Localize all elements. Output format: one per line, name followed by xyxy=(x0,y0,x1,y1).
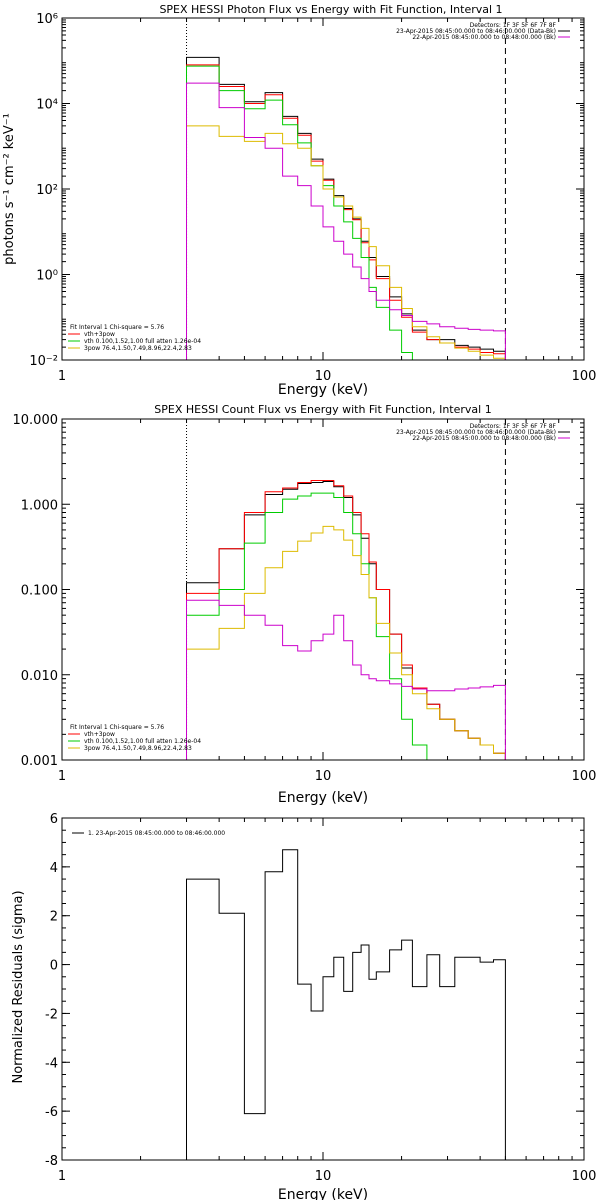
count-flux-y-tick-label: 1.000 xyxy=(21,498,58,513)
count-flux-title: SPEX HESSI Count Flux vs Energy with Fit… xyxy=(154,403,491,416)
count-flux-legend-entry: 23-Apr-2015 08:45:00.000 to 08:46:00.000… xyxy=(396,429,556,436)
residuals-y-tick-label: -4 xyxy=(45,1056,58,1071)
count-flux-legend-entry: 22-Apr-2015 08:45:00.000 to 08:48:00.000… xyxy=(412,435,556,442)
photon-flux-y-tick-label: 10⁴ xyxy=(36,98,58,113)
count-flux-legend-entry: Detectors: 1F 3F 5F 6F 7F 8F xyxy=(470,423,557,430)
residuals-x-tick-label: 100 xyxy=(572,1169,597,1184)
residuals-y-tick-label: -2 xyxy=(45,1007,58,1022)
photon-flux-y-tick-label: 10² xyxy=(36,183,58,198)
photon-flux-series xyxy=(186,18,506,361)
count-flux-x-tick-label: 100 xyxy=(572,769,597,784)
photon-flux-y-tick-label: 10⁶ xyxy=(36,12,58,27)
photon-flux-legend-entry: 23-Apr-2015 08:45:00.000 to 08:46:00.000… xyxy=(396,28,556,35)
photon-flux-y-tick-label: 10⁰ xyxy=(36,269,58,284)
count-flux-x-tick-label: 1 xyxy=(58,769,66,784)
residuals-y-tick-label: 0 xyxy=(50,959,58,974)
residuals-panel: 1 10 100 -8 -6 -4 -2 0 2 4 6 Energy (keV) Normaliz… xyxy=(11,812,596,1200)
photon-flux-x-tick-label: 1 xyxy=(58,369,66,384)
residuals-y-axis-label: Normalized Residuals (sigma) xyxy=(11,890,26,1083)
photon-flux-y-tick-label: 10⁻² xyxy=(29,354,58,369)
residuals-x-tick-label: 10 xyxy=(315,1169,332,1184)
residuals-legend-entry: 1. 23-Apr-2015 08:45:00.000 to 08:46:00.… xyxy=(88,830,225,837)
residuals-legend: 1. 23-Apr-2015 08:45:00.000 to 08:46:00.… xyxy=(72,830,225,837)
residuals-x-axis-label: Energy (keV) xyxy=(278,1187,368,1200)
count-flux-series-2 xyxy=(186,492,519,761)
residuals-plot-frame xyxy=(61,817,585,1161)
photon-flux-x-tick-label: 100 xyxy=(572,369,597,384)
residuals-y-tick-label: 4 xyxy=(50,861,58,876)
count-flux-plot-frame xyxy=(61,418,585,761)
photon-flux-fit-legend-entry: vth+3pow xyxy=(84,331,115,338)
count-flux-fit-legend-entry: vth+3pow xyxy=(84,731,115,738)
photon-flux-x-tick-label: 10 xyxy=(315,369,332,384)
photon-flux-legend-entry: Detectors: 1F 3F 5F 6F 7F 8F xyxy=(470,22,557,29)
count-flux-fit-legend-entry: 3pow 76.4,1.50,7.49,8.96,22.4,2.83 xyxy=(84,745,192,752)
count-flux-series xyxy=(186,419,519,761)
count-flux-fit-legend-entry: vth 0.100,1.52,1.00 full atten 1.26e-04 xyxy=(84,738,201,745)
photon-flux-y-axis-label: photons s⁻¹ cm⁻² keV⁻¹ xyxy=(2,113,17,265)
count-flux-x-axis-label: Energy (keV) xyxy=(278,790,368,806)
photon-flux-title: SPEX HESSI Photon Flux vs Energy with Fi… xyxy=(159,3,502,16)
count-flux-y-tick-label: 10.000 xyxy=(13,413,59,428)
count-flux-legend: Detectors: 1F 3F 5F 6F 7F 8F23-Apr-2015 … xyxy=(68,423,570,752)
count-flux-fit-legend-entry: Fit Interval 1 Chi-square = 5.76 xyxy=(70,724,164,731)
photon-flux-series-4 xyxy=(186,82,506,360)
count-flux-series-3 xyxy=(186,525,519,761)
photon-flux-series-1 xyxy=(186,64,506,360)
count-flux-series-4 xyxy=(186,599,506,760)
count-flux-y-tick-label: 0.001 xyxy=(21,754,58,769)
residuals-x-tick-label: 1 xyxy=(58,1169,66,1184)
count-flux-y-tick-label: 0.010 xyxy=(21,669,58,684)
photon-flux-plot-frame xyxy=(61,17,585,361)
residuals-axes: 1 10 100 -8 -6 -4 -2 0 2 4 6 xyxy=(45,812,596,1184)
photon-flux-series-3 xyxy=(186,125,506,360)
count-flux-panel: SPEX HESSI Count Flux vs Energy with Fit… xyxy=(13,403,597,806)
photon-flux-fit-legend-entry: Fit Interval 1 Chi-square = 5.76 xyxy=(70,324,164,331)
photon-flux-fit-legend-entry: 3pow 76.4,1.50,7.49,8.96,22.4,2.83 xyxy=(84,345,192,352)
photon-flux-series-0 xyxy=(186,56,506,360)
photon-flux-fit-legend-entry: vth 0.100,1.52,1.00 full atten 1.26e-04 xyxy=(84,338,201,345)
count-flux-x-tick-label: 10 xyxy=(315,769,332,784)
photon-flux-axes: 1 10 100 10⁻² 10⁰ 10² 10⁴ 10⁶ xyxy=(29,12,596,384)
photon-flux-legend-entry: 22-Apr-2015 08:45:00.000 to 08:48:00.000… xyxy=(412,34,556,41)
count-flux-axes: 1 10 100 0.001 0.010 0.100 1.000 10.000 xyxy=(13,413,597,784)
photon-flux-legend: Detectors: 1F 3F 5F 6F 7F 8F23-Apr-2015 … xyxy=(68,22,570,352)
photon-flux-x-axis-label: Energy (keV) xyxy=(278,382,368,398)
residuals-y-tick-label: 2 xyxy=(50,910,58,925)
residuals-y-tick-label: 6 xyxy=(50,812,58,827)
count-flux-y-tick-label: 0.100 xyxy=(21,584,58,599)
photon-flux-series-2 xyxy=(186,65,506,361)
residuals-series xyxy=(186,849,506,1160)
residuals-y-tick-label: -6 xyxy=(45,1105,58,1120)
residuals-y-tick-label: -8 xyxy=(45,1154,58,1169)
residuals-series-0 xyxy=(186,849,506,1160)
photon-flux-panel: SPEX HESSI Photon Flux vs Energy with Fi… xyxy=(2,3,596,398)
